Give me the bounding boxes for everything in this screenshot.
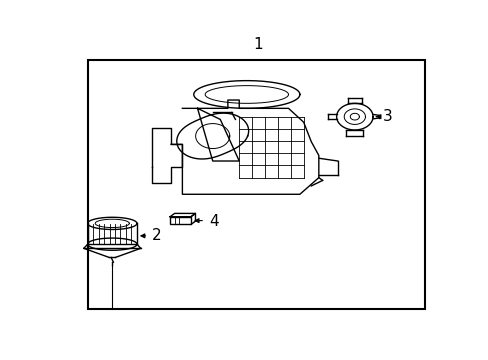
Bar [87, 60, 424, 309]
Text: 2: 2 [152, 228, 162, 243]
Text: 3: 3 [383, 109, 392, 124]
Bar [170, 217, 190, 225]
Text: 1: 1 [253, 36, 263, 51]
Text: 4: 4 [208, 215, 218, 229]
